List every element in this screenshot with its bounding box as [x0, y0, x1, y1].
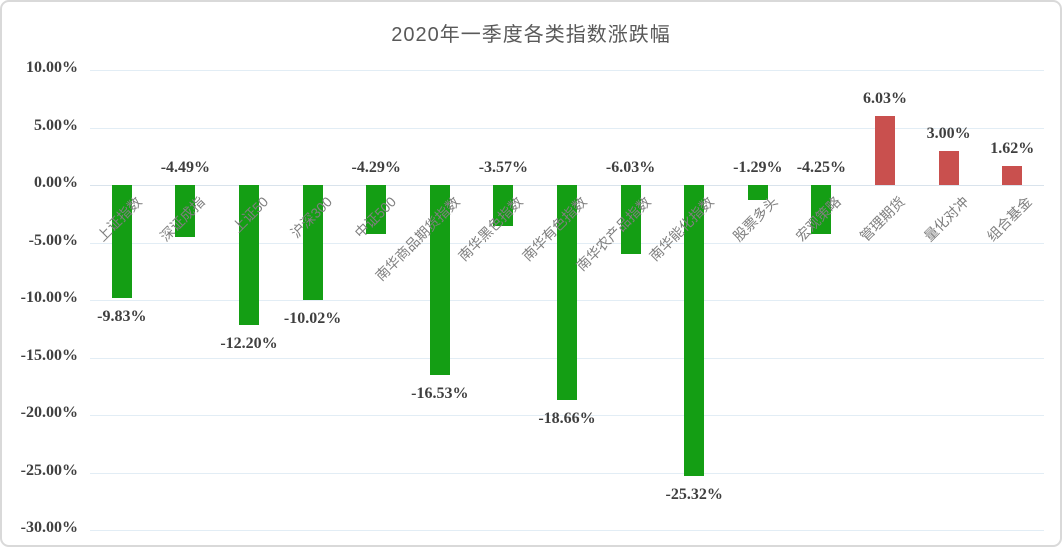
- bar: [938, 150, 959, 185]
- bar: [557, 185, 577, 400]
- bar: [620, 185, 641, 255]
- category-label: 南华黑色指数: [455, 193, 527, 265]
- y-axis-tick-label: -25.00%: [20, 461, 78, 479]
- category-label: 股票多头: [729, 193, 781, 245]
- bar: [302, 185, 323, 301]
- bar-value-label: -4.29%: [351, 159, 401, 176]
- bar-value-label: -4.49%: [160, 159, 211, 176]
- y-axis-tick-label: 5.00%: [34, 116, 78, 134]
- bar: [811, 185, 832, 234]
- bar: [239, 185, 259, 326]
- bar: [684, 185, 705, 477]
- gridline: [90, 415, 1044, 416]
- bar-value-label: -18.66%: [538, 409, 596, 427]
- bar-value-label: -25.32%: [665, 486, 723, 504]
- gridline: [90, 472, 1044, 474]
- bar-value-label: -1.29%: [733, 159, 783, 176]
- bar-value-label: -10.02%: [283, 310, 342, 328]
- bar-value-label: -12.20%: [220, 335, 278, 353]
- y-axis-tick-label: 10.00%: [26, 59, 78, 76]
- y-axis-tick-label: -5.00%: [28, 231, 78, 249]
- bar: [875, 115, 895, 185]
- y-axis-tick-label: -10.00%: [20, 289, 78, 306]
- bar: [747, 185, 768, 200]
- category-label: 管理期货: [856, 193, 908, 245]
- gridline: [90, 127, 1044, 129]
- chart-title: 2020年一季度各类指数涨跌幅: [391, 24, 671, 46]
- bar: [175, 185, 196, 237]
- y-axis-tick-label: -30.00%: [20, 519, 78, 536]
- plot-area: -9.83% 上证指数 -4.49% 深证成指 -12.20% 上证50 -10.02% 沪深…: [90, 70, 1044, 531]
- bar-value-label: 6.03%: [863, 89, 907, 107]
- bar: [493, 185, 514, 227]
- y-axis-tick-label: -15.00%: [20, 346, 78, 364]
- gridline: [90, 70, 1044, 71]
- bar-value-label: -3.57%: [478, 159, 529, 176]
- bar: [1002, 166, 1023, 185]
- bar-value-label: -6.03%: [605, 159, 656, 176]
- bar-value-label: -9.83%: [97, 308, 147, 326]
- bar-value-label: -16.53%: [411, 385, 469, 403]
- y-axis-tick-label: 0.00%: [34, 174, 78, 191]
- y-axis-tick-label: -20.00%: [20, 404, 78, 421]
- bar: [429, 185, 450, 376]
- bar: [111, 185, 132, 299]
- bar: [366, 185, 387, 235]
- bar-value-label: 1.62%: [990, 140, 1035, 158]
- gridline: [90, 530, 1044, 531]
- bar-value-label: -4.25%: [796, 159, 847, 176]
- bar-value-label: 3.00%: [926, 124, 971, 142]
- category-label: 南华能化指数: [646, 193, 717, 265]
- category-label: 量化对冲: [920, 193, 972, 245]
- category-label: 组合基金: [984, 193, 1035, 245]
